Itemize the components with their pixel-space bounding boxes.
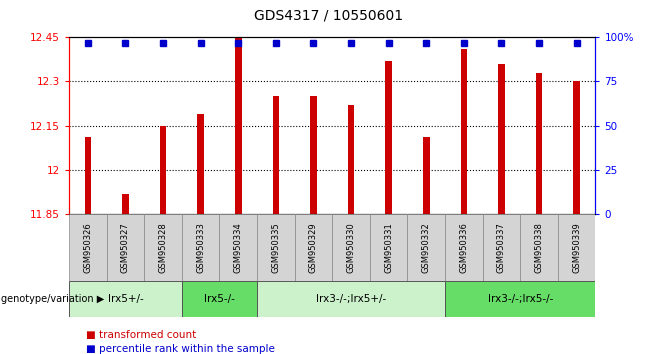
Bar — [220, 214, 257, 281]
Text: GSM950339: GSM950339 — [572, 222, 581, 273]
Text: ■ percentile rank within the sample: ■ percentile rank within the sample — [86, 344, 274, 354]
Bar — [483, 214, 520, 281]
Text: genotype/variation ▶: genotype/variation ▶ — [1, 294, 105, 304]
Text: GSM950337: GSM950337 — [497, 222, 506, 273]
Bar — [423, 137, 430, 214]
Text: GSM950331: GSM950331 — [384, 222, 393, 273]
Bar — [461, 49, 467, 214]
Bar — [235, 37, 241, 214]
Bar — [122, 194, 129, 214]
Text: GSM950327: GSM950327 — [121, 222, 130, 273]
Text: GSM950335: GSM950335 — [271, 222, 280, 273]
Text: GSM950333: GSM950333 — [196, 222, 205, 273]
Bar — [257, 281, 445, 317]
Bar — [69, 214, 107, 281]
Bar — [407, 214, 445, 281]
Bar — [498, 64, 505, 214]
Bar — [182, 214, 220, 281]
Bar — [69, 281, 182, 317]
Bar — [310, 96, 317, 214]
Bar — [520, 214, 558, 281]
Text: GSM950334: GSM950334 — [234, 222, 243, 273]
Bar — [332, 214, 370, 281]
Bar — [347, 105, 355, 214]
Bar — [445, 214, 483, 281]
Bar — [182, 281, 257, 317]
Bar — [197, 114, 204, 214]
Text: GSM950326: GSM950326 — [84, 222, 92, 273]
Bar — [160, 126, 166, 214]
Bar — [536, 73, 542, 214]
Text: GSM950332: GSM950332 — [422, 222, 431, 273]
Bar — [558, 214, 595, 281]
Text: lrx5-/-: lrx5-/- — [204, 294, 235, 304]
Text: lrx5+/-: lrx5+/- — [108, 294, 143, 304]
Bar — [370, 214, 407, 281]
Bar — [573, 81, 580, 214]
Text: lrx3-/-;lrx5-/-: lrx3-/-;lrx5-/- — [488, 294, 553, 304]
Bar — [295, 214, 332, 281]
Bar — [107, 214, 144, 281]
Bar — [257, 214, 295, 281]
Text: GSM950330: GSM950330 — [347, 222, 355, 273]
Bar — [144, 214, 182, 281]
Text: GSM950329: GSM950329 — [309, 222, 318, 273]
Text: GSM950338: GSM950338 — [534, 222, 544, 273]
Bar — [386, 61, 392, 214]
Bar — [272, 96, 279, 214]
Bar — [445, 281, 595, 317]
Text: lrx3-/-;lrx5+/-: lrx3-/-;lrx5+/- — [316, 294, 386, 304]
Text: GSM950336: GSM950336 — [459, 222, 468, 273]
Text: GSM950328: GSM950328 — [159, 222, 168, 273]
Bar — [84, 137, 91, 214]
Text: GDS4317 / 10550601: GDS4317 / 10550601 — [255, 9, 403, 23]
Text: ■ transformed count: ■ transformed count — [86, 330, 196, 339]
